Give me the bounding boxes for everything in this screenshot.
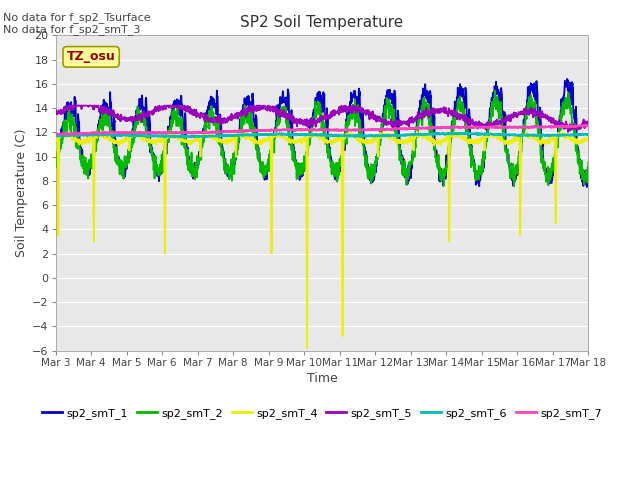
X-axis label: Time: Time (307, 372, 337, 385)
Text: TZ_osu: TZ_osu (67, 50, 115, 63)
Text: No data for f_sp2_smT_3: No data for f_sp2_smT_3 (3, 24, 141, 35)
Text: No data for f_sp2_Tsurface: No data for f_sp2_Tsurface (3, 12, 151, 23)
Title: SP2 Soil Temperature: SP2 Soil Temperature (241, 15, 404, 30)
Legend: sp2_smT_1, sp2_smT_2, sp2_smT_4, sp2_smT_5, sp2_smT_6, sp2_smT_7: sp2_smT_1, sp2_smT_2, sp2_smT_4, sp2_smT… (37, 404, 607, 423)
Y-axis label: Soil Temperature (C): Soil Temperature (C) (15, 129, 28, 257)
